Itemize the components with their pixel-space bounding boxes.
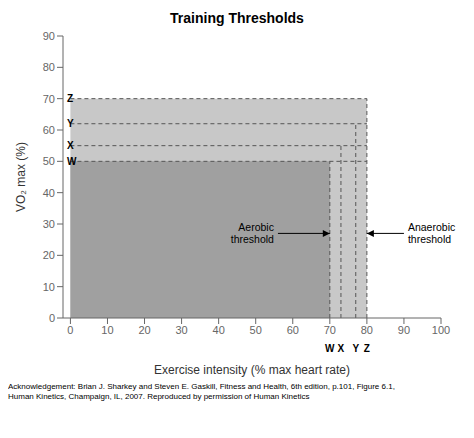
svg-text:Y: Y bbox=[352, 343, 359, 354]
svg-text:20: 20 bbox=[43, 249, 55, 261]
svg-text:30: 30 bbox=[175, 324, 187, 336]
svg-text:X: X bbox=[338, 343, 345, 354]
svg-text:50: 50 bbox=[43, 155, 55, 167]
svg-text:W: W bbox=[67, 156, 77, 167]
svg-text:Anaerobicthreshold: Anaerobicthreshold bbox=[408, 221, 455, 245]
svg-text:100: 100 bbox=[432, 324, 450, 336]
svg-text:VO₂ max (%): VO₂ max (%) bbox=[14, 142, 28, 212]
svg-text:Aerobicthreshold: Aerobicthreshold bbox=[231, 221, 274, 245]
svg-text:70: 70 bbox=[43, 93, 55, 105]
svg-text:80: 80 bbox=[43, 61, 55, 73]
svg-text:Exercise intensity (% max hear: Exercise intensity (% max heart rate) bbox=[154, 363, 350, 377]
svg-text:0: 0 bbox=[67, 324, 73, 336]
svg-text:60: 60 bbox=[287, 324, 299, 336]
svg-text:30: 30 bbox=[43, 218, 55, 230]
html-text:Training Thresholds: Training Thresholds bbox=[170, 10, 304, 26]
svg-text:Y: Y bbox=[67, 118, 74, 129]
svg-text:Z: Z bbox=[364, 343, 370, 354]
html-text:Acknowledgement: Brian J. Shar: Acknowledgement: Brian J. Sharkey and St… bbox=[8, 382, 395, 401]
svg-text:10: 10 bbox=[43, 281, 55, 293]
svg-text:X: X bbox=[67, 140, 74, 151]
svg-text:W: W bbox=[325, 343, 335, 354]
svg-text:10: 10 bbox=[101, 324, 113, 336]
svg-text:90: 90 bbox=[398, 324, 410, 336]
svg-text:70: 70 bbox=[324, 324, 336, 336]
svg-text:40: 40 bbox=[213, 324, 225, 336]
svg-text:Z: Z bbox=[67, 93, 73, 104]
svg-text:50: 50 bbox=[250, 324, 262, 336]
svg-text:20: 20 bbox=[138, 324, 150, 336]
svg-text:80: 80 bbox=[361, 324, 373, 336]
svg-text:0: 0 bbox=[49, 312, 55, 324]
svg-text:40: 40 bbox=[43, 187, 55, 199]
svg-text:60: 60 bbox=[43, 124, 55, 136]
svg-text:90: 90 bbox=[43, 30, 55, 42]
